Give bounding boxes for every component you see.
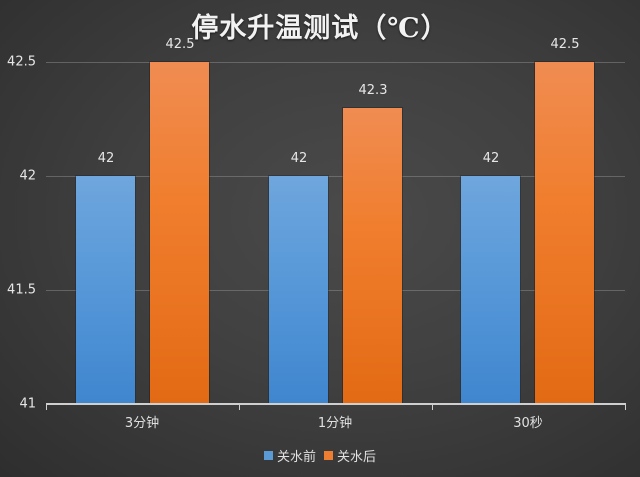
bar-after-1min [343, 108, 402, 404]
x-category-label: 30秒 [513, 416, 543, 431]
x-tick-mark [46, 403, 47, 410]
legend-item-after[interactable]: 关水后 [324, 446, 376, 465]
x-category-label: 3分钟 [124, 416, 160, 431]
gridline-42 [46, 176, 625, 177]
y-tick-label: 42.5 [7, 54, 36, 70]
bar-before-3min [76, 176, 135, 404]
legend-label: 关水前 [276, 450, 316, 465]
legend-label: 关水后 [337, 450, 377, 465]
x-axis-line [46, 403, 626, 405]
bar-after-3min [150, 62, 209, 404]
data-label: 42.5 [550, 37, 580, 52]
data-label: 42.3 [358, 83, 388, 98]
x-tick-mark [239, 403, 240, 410]
data-label: 42 [97, 151, 115, 166]
y-tick-label: 41 [19, 396, 36, 412]
legend-swatch-icon [324, 451, 333, 460]
y-tick-label: 41.5 [7, 282, 36, 298]
bar-before-1min [269, 176, 328, 404]
data-label: 42 [290, 151, 308, 166]
gridline-41-5 [46, 290, 625, 291]
gridline-42-5 [46, 62, 625, 63]
legend-item-before[interactable]: 关水前 [263, 446, 316, 465]
legend: 关水前 关水后 [0, 446, 640, 465]
x-tick-mark [625, 403, 626, 410]
x-category-label: 1分钟 [317, 416, 353, 431]
data-label: 42.5 [165, 37, 195, 52]
data-label: 42 [482, 151, 500, 166]
x-tick-mark [432, 403, 433, 410]
bar-after-30s [535, 62, 594, 404]
y-tick-label: 42 [19, 168, 36, 184]
bar-before-30s [461, 176, 520, 404]
chart-title: 停水升温测试（℃） [191, 13, 449, 44]
legend-swatch-icon [263, 451, 273, 460]
